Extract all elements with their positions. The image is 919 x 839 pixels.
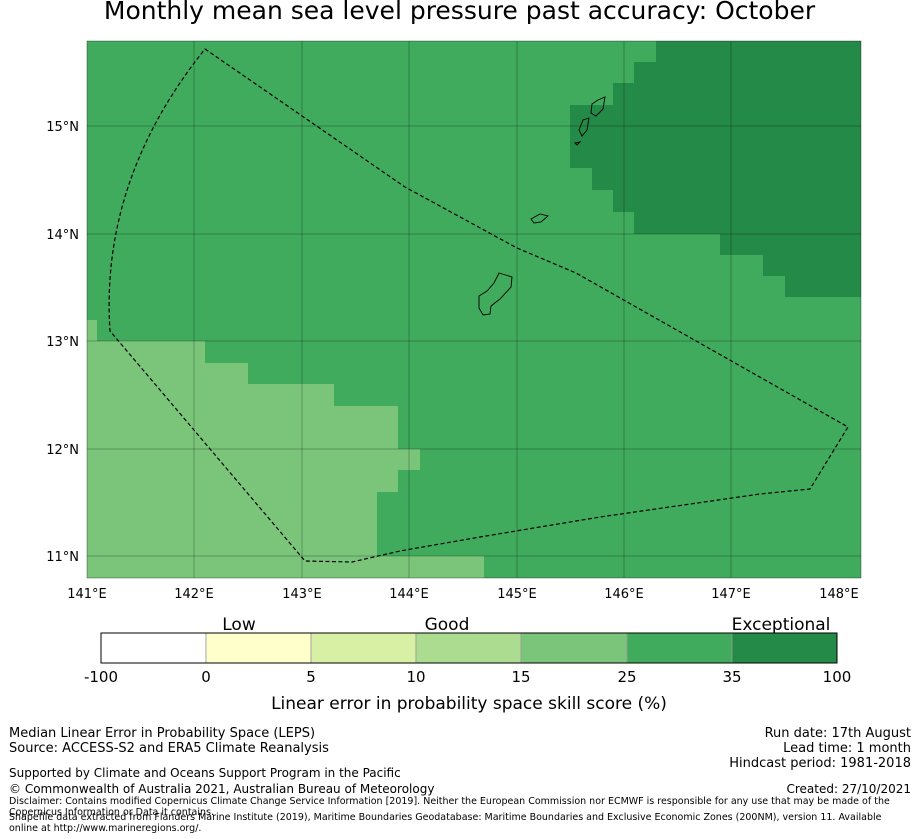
lat-tick: 13°N <box>46 335 79 350</box>
footer-support: Supported by Climate and Oceans Support … <box>9 766 401 780</box>
lon-tick: 143°E <box>282 587 322 602</box>
colorbar-tick: -100 <box>84 668 118 686</box>
rota-island <box>530 213 549 224</box>
hindcast-period: Hindcast period: 1981-2018 <box>729 756 911 771</box>
saipan-island <box>590 96 606 117</box>
colorbar-axis-label: Linear error in probability space skill … <box>271 694 667 714</box>
map-frame <box>86 40 862 579</box>
islands <box>478 96 606 316</box>
colorbar-segment <box>520 632 628 664</box>
footer-method: Median Linear Error in Probability Space… <box>9 726 316 741</box>
colorbar-tick: 25 <box>617 668 636 686</box>
guam-island <box>478 272 513 316</box>
colorbar-category-exceptional: Exceptional <box>732 615 831 635</box>
skill-map <box>86 40 862 579</box>
lon-axis: 141°E 142°E 143°E 144°E 145°E 146°E 147°… <box>67 587 859 602</box>
colorbar-tick: 10 <box>406 668 425 686</box>
colorbar-tick: 5 <box>306 668 316 686</box>
colorbar-frame <box>100 632 838 664</box>
lon-tick: 144°E <box>389 587 429 602</box>
run-date: Run date: 17th August <box>764 726 911 741</box>
lon-tick: 141°E <box>67 587 107 602</box>
lon-tick: 148°E <box>819 587 859 602</box>
map-title: Monthly mean sea level pressure past acc… <box>103 0 816 25</box>
lon-tick: 142°E <box>174 587 214 602</box>
colorbar-category-low: Low <box>222 615 256 635</box>
colorbar-segment <box>731 632 838 664</box>
colorbar-tick: 35 <box>722 668 741 686</box>
colorbar-segment <box>415 632 522 664</box>
colorbar-segment <box>626 632 733 664</box>
lon-tick: 146°E <box>604 587 644 602</box>
lat-tick: 12°N <box>46 443 79 458</box>
colorbar-category-good: Good <box>425 615 470 635</box>
colorbar-tick: 100 <box>823 668 852 686</box>
eez-boundary <box>108 48 849 563</box>
lead-time: Lead time: 1 month <box>783 741 911 756</box>
colorbar-segment <box>205 632 312 664</box>
colorbar-tick: 15 <box>511 668 530 686</box>
created-date: Created: 27/10/2021 <box>786 782 911 796</box>
lon-tick: 147°E <box>711 587 751 602</box>
colorbar-tick: 0 <box>201 668 211 686</box>
colorbar: Low Good Exceptional -100 0 5 10 15 25 3… <box>84 615 851 714</box>
footer-disclaimer: Disclaimer: Contains modified Copernicus… <box>9 796 890 818</box>
lon-tick: 145°E <box>497 587 537 602</box>
lat-axis: 15°N 14°N 13°N 12°N 11°N <box>46 120 79 565</box>
aguijan-island <box>574 141 582 146</box>
good-region <box>87 320 484 578</box>
colorbar-segment <box>310 632 417 664</box>
footer-source: Source: ACCESS-S2 and ERA5 Climate Reana… <box>9 741 329 756</box>
lat-tick: 15°N <box>46 120 79 135</box>
lat-tick: 14°N <box>46 228 79 243</box>
exceptional-region <box>570 41 861 297</box>
tinian-island <box>578 117 590 137</box>
lat-tick: 11°N <box>46 550 79 565</box>
footer-shapefile: Shapefile data extracted from Flanders M… <box>9 812 882 834</box>
gridlines <box>87 41 861 578</box>
colorbar-segment <box>100 632 207 664</box>
footer-copyright: © Commonwealth of Australia 2021, Austra… <box>9 782 435 796</box>
